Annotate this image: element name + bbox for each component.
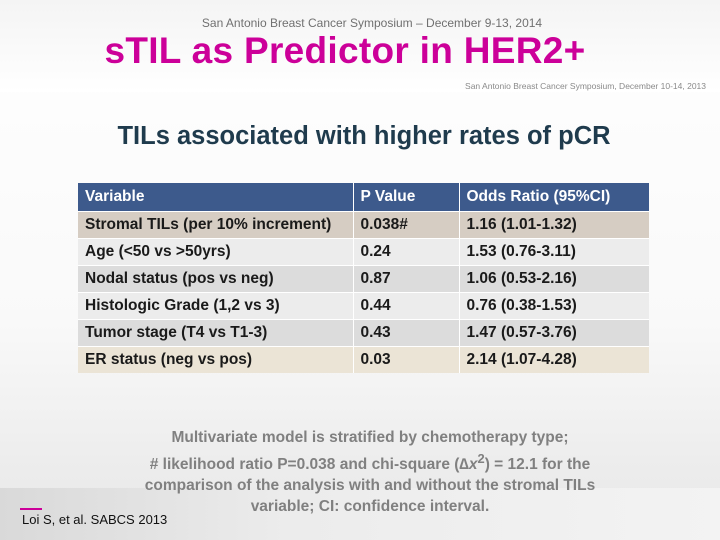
column-header-odds-ratio: Odds Ratio (95%CI) bbox=[459, 183, 649, 212]
footnote-line-3: comparison of the analysis with and with… bbox=[144, 477, 596, 495]
footnote: Multivariate model is stratified by chem… bbox=[80, 427, 660, 517]
multivariate-table: Variable P Value Odds Ratio (95%CI) Stro… bbox=[78, 183, 649, 373]
column-header-variable: Variable bbox=[78, 183, 354, 212]
footnote-line-4: variable; CI: confidence interval. bbox=[250, 498, 490, 516]
footnote-line-2-prefix: # likelihood ratio P=0.038 and chi-squar… bbox=[149, 456, 460, 474]
cell-p-value: 0.44 bbox=[353, 292, 460, 320]
citation: Loi S, et al. SABCS 2013 bbox=[22, 512, 168, 527]
footnote-line-2-suffix: ) = 12.1 for the bbox=[484, 456, 591, 474]
cell-odds-ratio: 2.14 (1.07-4.28) bbox=[459, 346, 649, 373]
table-row: Histologic Grade (1,2 vs 3) 0.44 0.76 (0… bbox=[78, 292, 649, 320]
cell-odds-ratio: 1.16 (1.01-1.32) bbox=[459, 211, 649, 239]
cell-p-value: 0.43 bbox=[353, 319, 460, 347]
cell-variable: Tumor stage (T4 vs T1-3) bbox=[78, 319, 354, 347]
cell-odds-ratio: 1.06 (0.53-2.16) bbox=[459, 265, 649, 293]
table-row: Age (<50 vs >50yrs) 0.24 1.53 (0.76-3.11… bbox=[78, 238, 649, 266]
bottom-shade bbox=[0, 488, 720, 540]
slide-subtitle: TILs associated with higher rates of pCR bbox=[117, 122, 611, 150]
cell-p-value: 0.24 bbox=[353, 238, 460, 266]
chi-square-exponent: 2 bbox=[477, 451, 485, 466]
cell-variable: Histologic Grade (1,2 vs 3) bbox=[78, 292, 354, 320]
cell-odds-ratio: 1.53 (0.76-3.11) bbox=[459, 238, 649, 266]
table-row: ER status (neg vs pos) 0.03 2.14 (1.07-4… bbox=[78, 346, 649, 373]
table-row: Tumor stage (T4 vs T1-3) 0.43 1.47 (0.57… bbox=[78, 319, 649, 347]
column-header-p-value: P Value bbox=[353, 183, 460, 212]
table-header-row: Variable P Value Odds Ratio (95%CI) bbox=[78, 183, 649, 212]
table-row: Stromal TILs (per 10% increment) 0.038# … bbox=[78, 211, 649, 239]
chi-square-symbol: ∆x bbox=[459, 456, 478, 474]
slide-title: sTIL as Predictor in HER2+ bbox=[104, 30, 586, 71]
cell-variable: ER status (neg vs pos) bbox=[78, 346, 354, 373]
cell-odds-ratio: 1.47 (0.57-3.76) bbox=[459, 319, 649, 347]
table-row: Nodal status (pos vs neg) 0.87 1.06 (0.5… bbox=[78, 265, 649, 293]
cell-p-value: 0.03 bbox=[353, 346, 460, 373]
cell-p-value: 0.038# bbox=[353, 211, 460, 239]
cell-variable: Stromal TILs (per 10% increment) bbox=[78, 211, 354, 239]
footnote-line-1: Multivariate model is stratified by chem… bbox=[171, 429, 569, 446]
symposium-note: San Antonio Breast Cancer Symposium, Dec… bbox=[465, 81, 706, 91]
cell-p-value: 0.87 bbox=[353, 265, 460, 293]
citation-accent-line bbox=[20, 508, 42, 510]
header-band bbox=[0, 0, 720, 92]
cell-variable: Age (<50 vs >50yrs) bbox=[78, 238, 354, 266]
symposium-banner: San Antonio Breast Cancer Symposium – De… bbox=[201, 16, 543, 30]
cell-odds-ratio: 0.76 (0.38-1.53) bbox=[459, 292, 649, 320]
cell-variable: Nodal status (pos vs neg) bbox=[78, 265, 354, 293]
